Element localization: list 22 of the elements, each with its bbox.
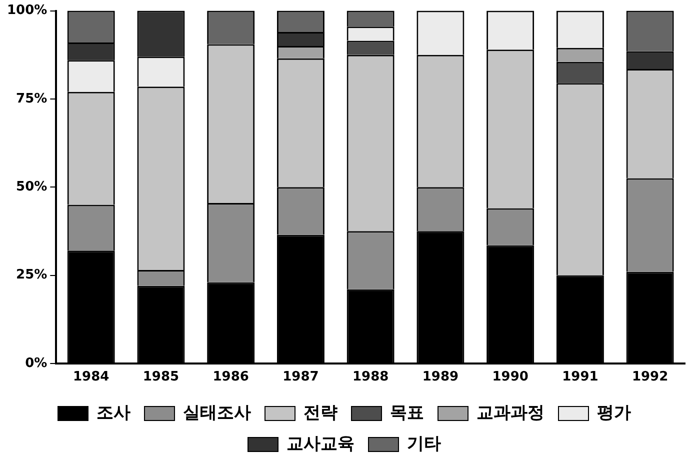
x-tick-label: 1990 (492, 370, 528, 385)
y-tick-label: 0% (25, 356, 48, 371)
x-tick-label: 1986 (212, 370, 249, 385)
x-tick-label: 1989 (422, 370, 459, 385)
y-tick-label: 75% (16, 91, 48, 106)
x-tick-label: 1991 (562, 370, 598, 385)
x-tick-label: 1992 (632, 370, 668, 385)
x-tick-label: 1984 (73, 370, 110, 385)
legend-label: 교사교육 (286, 434, 354, 454)
legend-label: 실태조사 (183, 402, 251, 423)
x-tick-label: 1985 (142, 370, 180, 385)
y-tick-label: 100% (6, 3, 48, 18)
legend-label: 교과과정 (476, 402, 544, 423)
legend-label: 전략 (304, 402, 338, 423)
legend-label: 목표 (390, 402, 424, 423)
y-tick-label: 25% (16, 268, 48, 283)
legend-label: 조사 (96, 402, 130, 423)
y-tick-label: 50% (16, 179, 48, 194)
legend-label: 기타 (407, 434, 441, 454)
x-tick-label: 1987 (282, 370, 319, 385)
legend-label: 평가 (597, 402, 631, 423)
x-tick-label: 1988 (352, 370, 389, 385)
